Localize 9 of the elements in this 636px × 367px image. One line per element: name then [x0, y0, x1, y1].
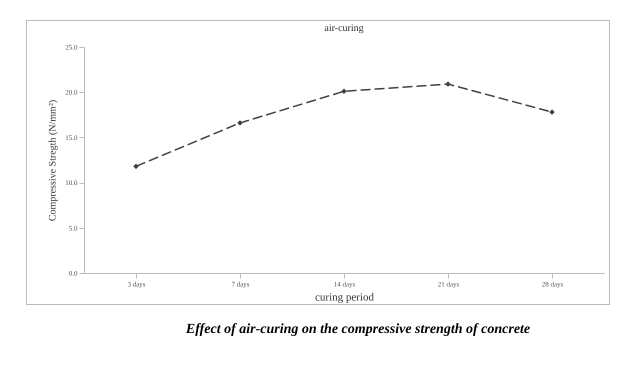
- point: [341, 88, 347, 94]
- point: [133, 164, 139, 170]
- text: Effect of air-curing on the compressive strength of concrete: [184, 322, 532, 338]
- point: [445, 81, 451, 87]
- point: [549, 109, 555, 115]
- chart-title: air-curing: [324, 23, 364, 34]
- y-axis-title: Compressive Stregth (N/mm²): [47, 100, 58, 222]
- x-axis-title: curing period: [315, 292, 374, 304]
- point: [237, 120, 243, 126]
